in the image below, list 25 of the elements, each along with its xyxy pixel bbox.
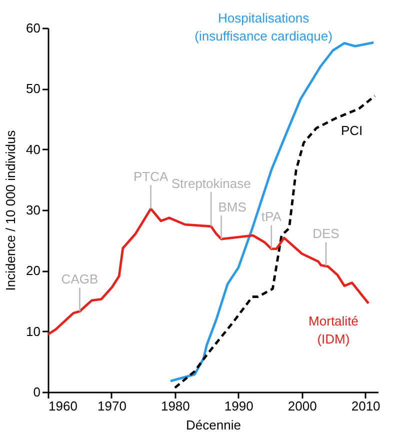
x-tick-label: 2000	[288, 398, 317, 414]
x-tick-label: 1980	[160, 398, 190, 414]
x-tick-label: 2010	[351, 398, 380, 414]
y-tick-label: 50	[26, 81, 40, 96]
y-tick-label: 60	[26, 20, 40, 36]
annotation: CAGB	[61, 272, 98, 287]
series-label: PCI	[340, 122, 363, 138]
annotation: Streptokinase	[171, 176, 251, 192]
annotation: PTCA	[133, 169, 168, 184]
y-tick-label: 40	[26, 142, 40, 157]
series-label: Mortalité (IDM)	[308, 313, 358, 346]
y-tick-label: 20	[26, 263, 40, 278]
annotation: DES	[312, 226, 340, 242]
y-tick-label: 0	[33, 384, 40, 400]
x-tick-label: 1960	[48, 398, 78, 414]
annotation: tPA	[261, 209, 282, 224]
y-tick-label: 30	[26, 202, 40, 218]
x-axis-title: Décennie	[186, 418, 241, 432]
series-label: Hospitalisations (insuffisance cardiaque)	[194, 10, 332, 44]
annotation: BMS	[218, 199, 247, 214]
y-tick-label: 10	[26, 324, 40, 339]
x-tick-label: 1970	[98, 398, 126, 414]
x-tick-label: 1990	[224, 398, 254, 414]
line-series	[174, 94, 376, 389]
y-axis-title: Incidence / 10 000 individus	[3, 130, 18, 291]
